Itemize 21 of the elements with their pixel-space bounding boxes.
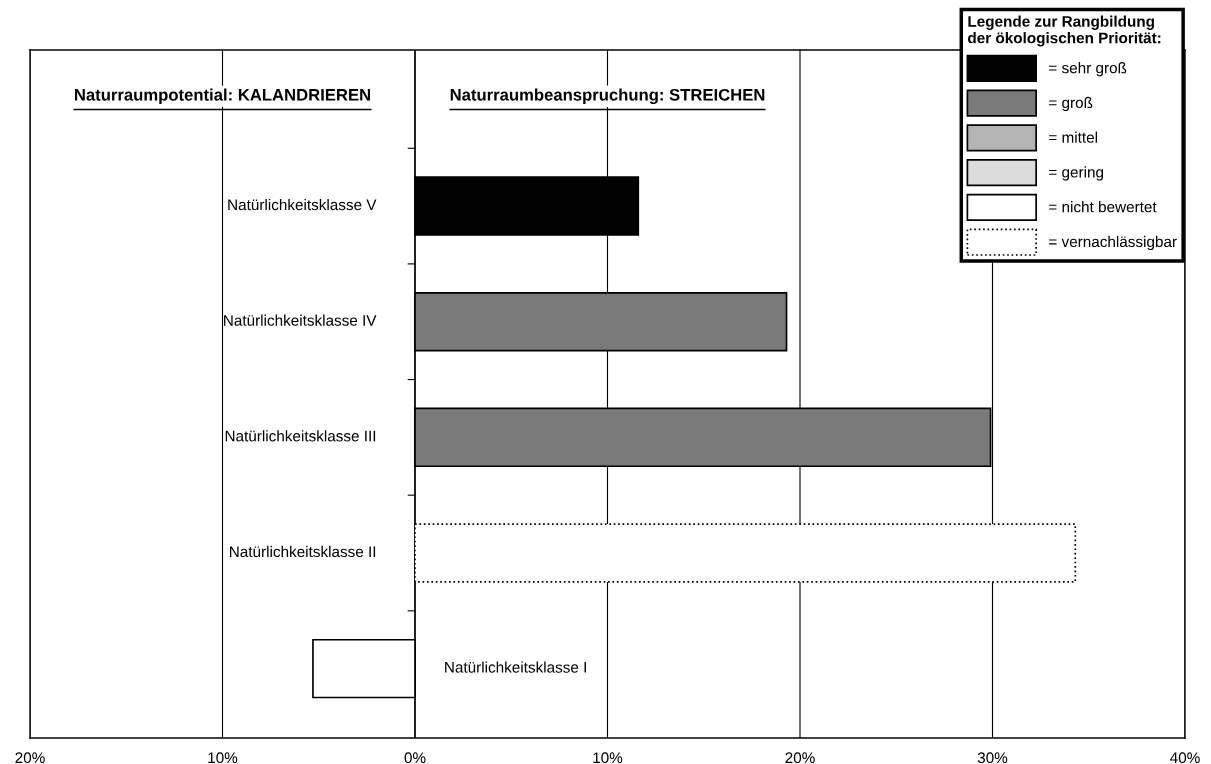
legend-label: = nicht bewertet [1049, 201, 1157, 213]
x-tick-label: 20% [785, 752, 815, 764]
y-tick-label: Natürlichkeitsklasse I [445, 661, 586, 673]
legend-label: = vernachlässigbar [1049, 235, 1177, 251]
x-tick-label: 10% [208, 752, 238, 764]
x-tick-label: 10% [593, 752, 623, 764]
legend-label: = groß [1049, 96, 1093, 112]
x-tick-label: 40% [1170, 752, 1200, 764]
legend-title: Legende zur Rangbildung der ökologischen Priorität: [968, 15, 1161, 47]
y-tick-label: Natürlichkeitsklasse V [228, 198, 377, 211]
annotation: Naturraumbeanspruchung: STREICHEN [450, 88, 765, 105]
y-tick-label: Natürlichkeitsklasse II [230, 545, 376, 558]
x-tick-label: 0% [404, 752, 426, 764]
x-tick-label: 30% [977, 752, 1008, 764]
annotation: Naturraumpotential: KALANDRIEREN [75, 88, 370, 105]
legend-label: = sehr groß [1049, 62, 1127, 77]
y-tick-label: Natürlichkeitsklasse III [225, 430, 376, 442]
x-tick-label: 20% [15, 752, 45, 764]
legend-label: = gering [1049, 166, 1104, 181]
legend-label: = mittel [1049, 131, 1098, 143]
y-tick-label: Natürlichkeitsklasse IV [224, 314, 377, 326]
